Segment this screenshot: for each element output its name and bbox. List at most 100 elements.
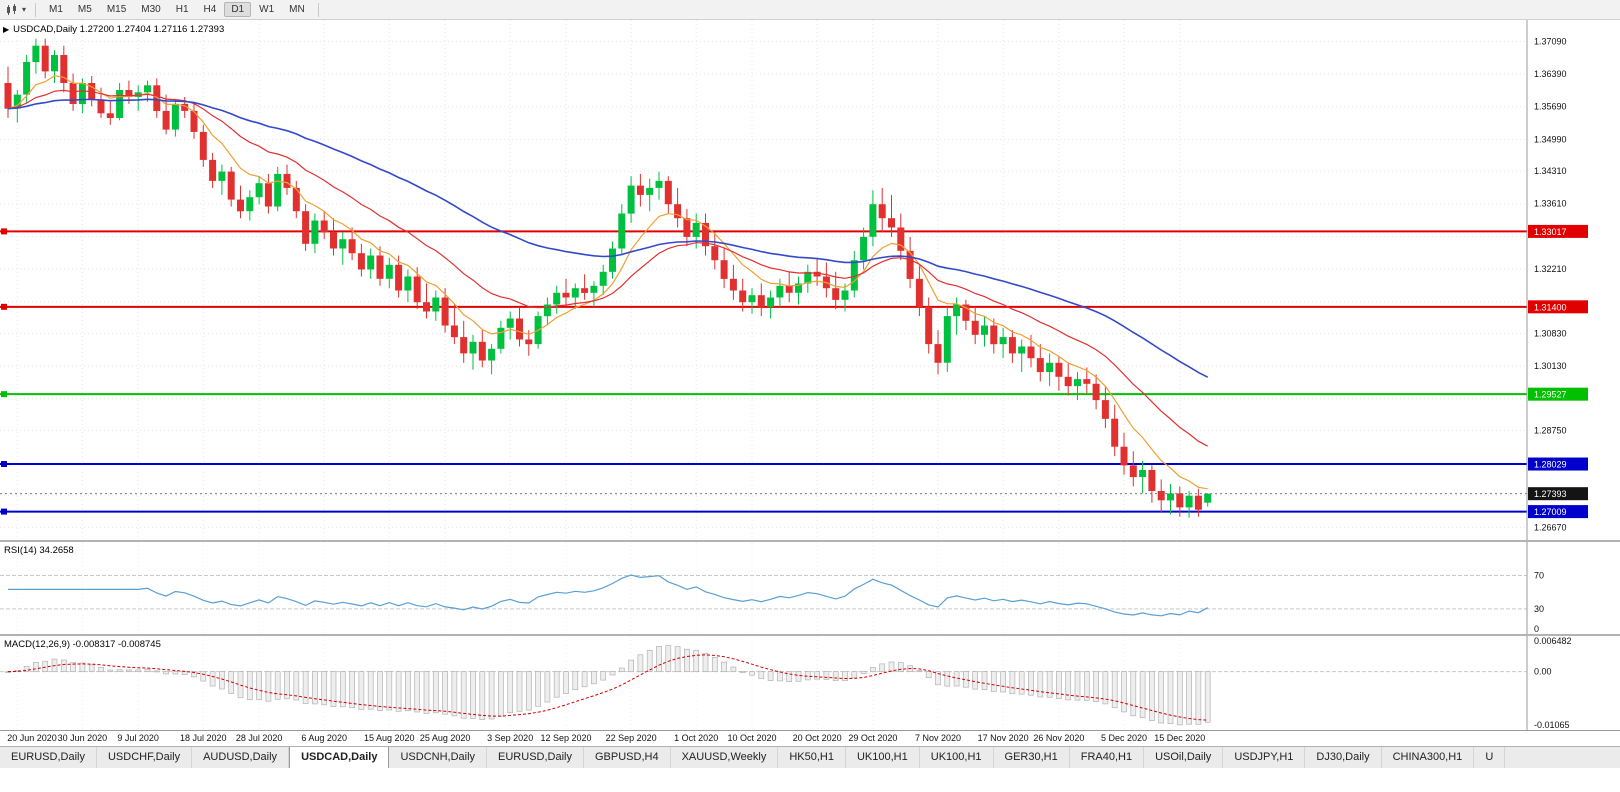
timeframe-button-m1[interactable]: M1 [49, 4, 63, 15]
symbol-tab[interactable]: USDJPY,H1 [1223, 747, 1306, 768]
candle-body [590, 285, 598, 293]
candle-body [1018, 346, 1026, 354]
macd-histogram-bar [860, 671, 867, 675]
symbol-tab[interactable]: USOil,Daily [1144, 747, 1224, 768]
price-chart-panel[interactable]: 1.37090 1.36390 1.35690 1.34990 1.34310 1.336… [0, 20, 1620, 540]
candle-body [469, 341, 477, 354]
symbol-tab[interactable]: HK50,H1 [778, 747, 846, 768]
candle-body [553, 292, 561, 305]
level-line-handle[interactable] [1, 228, 7, 235]
symbol-tab[interactable]: U [1474, 747, 1506, 768]
macd-histogram-bar [367, 671, 374, 710]
candle-body [999, 337, 1007, 345]
macd-histogram-bar [405, 671, 411, 712]
candle-body [860, 236, 868, 261]
timeframe-button-d1[interactable]: D1 [224, 2, 252, 17]
symbol-tab[interactable]: USDCNH,Daily [389, 747, 488, 768]
panel-splitter[interactable] [0, 634, 1620, 636]
candle-body [1194, 495, 1202, 510]
price-axis-label: 1.30830 [1534, 328, 1567, 338]
timeframe-button-m30[interactable]: M30 [141, 4, 161, 15]
macd-histogram-bar [293, 671, 300, 701]
date-axis-label: 7 Nov 2020 [914, 733, 962, 743]
macd-histogram-bar [1102, 671, 1109, 705]
macd-histogram-bar [460, 671, 467, 719]
macd-histogram-bar [302, 671, 309, 704]
level-line-handle[interactable] [1, 461, 7, 468]
candle-body [78, 83, 86, 104]
level-line-handle[interactable] [1, 508, 7, 515]
candle-body [990, 325, 998, 345]
macd-histogram-bar [358, 671, 365, 710]
macd-histogram-bar [600, 671, 607, 681]
macd-histogram-bar [153, 670, 160, 673]
macd-histogram-bar [832, 671, 839, 682]
symbol-tab[interactable]: AUDUSD,Daily [192, 747, 290, 768]
symbol-tab[interactable]: UK100,H1 [846, 747, 920, 768]
price-axis-label: 1.35690 [1534, 102, 1567, 112]
candle-body [13, 94, 21, 109]
candle-body [125, 90, 133, 97]
level-line-handle[interactable] [1, 303, 7, 310]
symbol-tab[interactable]: USDCHF,Daily [97, 747, 193, 768]
rsi-indicator-panel[interactable]: 70 30 0 RSI(14) 34.2658 [0, 542, 1620, 634]
candle-body [581, 288, 589, 293]
candle-body [664, 180, 672, 205]
symbol-tab[interactable]: EURUSD,Daily [0, 747, 97, 768]
timeframe-button-h4[interactable]: H4 [203, 4, 217, 15]
candle-body [543, 304, 551, 317]
macd-histogram-bar [563, 671, 569, 694]
symbol-tab[interactable]: XAUUSD,Weekly [671, 747, 779, 768]
candle-body [683, 218, 691, 237]
symbol-tab[interactable]: GBPUSD,H4 [584, 747, 671, 768]
candle-body [41, 45, 49, 72]
candle-body [395, 264, 403, 291]
macd-histogram-bar [702, 653, 709, 672]
candle-body [888, 218, 895, 228]
price-chart-canvas[interactable]: 1.37090 1.36390 1.35690 1.34990 1.34310 1.336… [0, 20, 1620, 540]
macd-histogram-bar [191, 671, 197, 678]
symbol-tab[interactable]: USDCAD,Daily [289, 747, 390, 768]
symbol-tab[interactable]: EURUSD,Daily [487, 747, 584, 768]
macd-histogram-bar [972, 671, 979, 690]
chart-type-dropdown-icon[interactable]: ▾ [22, 5, 27, 14]
macd-axis-label: 0.006482 [1534, 636, 1572, 646]
macd-histogram-bar [1018, 671, 1025, 695]
timeframe-button-mn[interactable]: MN [289, 4, 305, 15]
timeframe-button-h1[interactable]: H1 [175, 4, 189, 15]
macd-histogram-bar [739, 671, 746, 673]
macd-histogram-bar [200, 671, 207, 682]
macd-histogram-bar [339, 671, 346, 708]
candle-body [525, 339, 533, 345]
candle-body [609, 248, 616, 272]
macd-indicator-panel[interactable]: 0.006482 0.00 -0.01065 MACD(12,26,9) -0.00… [0, 636, 1620, 730]
candle-body [367, 255, 375, 270]
candle-body [450, 325, 458, 338]
ma-slow-line [7, 98, 1209, 378]
candle-body [739, 290, 747, 303]
chart-type-icon[interactable] [4, 3, 22, 16]
macd-histogram-bar [70, 662, 76, 672]
symbol-tab[interactable]: UK100,H1 [920, 747, 994, 768]
timeframe-button-m15[interactable]: M15 [106, 4, 127, 15]
macd-histogram-bar [451, 671, 458, 717]
macd-canvas[interactable]: 0.006482 0.00 -0.01065 [0, 636, 1620, 730]
macd-axis-label: 0.00 [1534, 667, 1552, 677]
timeframe-button-w1[interactable]: W1 [259, 4, 275, 15]
macd-histogram-bar [656, 646, 662, 672]
candle-body [97, 99, 105, 114]
candle-body [181, 103, 189, 111]
macd-histogram-bar [916, 670, 923, 672]
macd-histogram-bar [1149, 671, 1155, 721]
symbol-tab[interactable]: CHINA300,H1 [1382, 747, 1475, 768]
rsi-canvas[interactable]: 70 30 0 [0, 542, 1620, 634]
macd-histogram-bar [470, 671, 476, 719]
candle-body [69, 83, 77, 104]
level-line-handle[interactable] [1, 391, 7, 398]
timeframe-button-m5[interactable]: M5 [77, 4, 92, 15]
symbol-tab[interactable]: FRA40,H1 [1070, 747, 1145, 768]
panel-splitter[interactable] [0, 540, 1620, 542]
symbol-tab[interactable]: DJ30,Daily [1305, 747, 1382, 768]
macd-histogram-bar [1074, 671, 1081, 701]
symbol-tab[interactable]: GER30,H1 [994, 747, 1070, 768]
